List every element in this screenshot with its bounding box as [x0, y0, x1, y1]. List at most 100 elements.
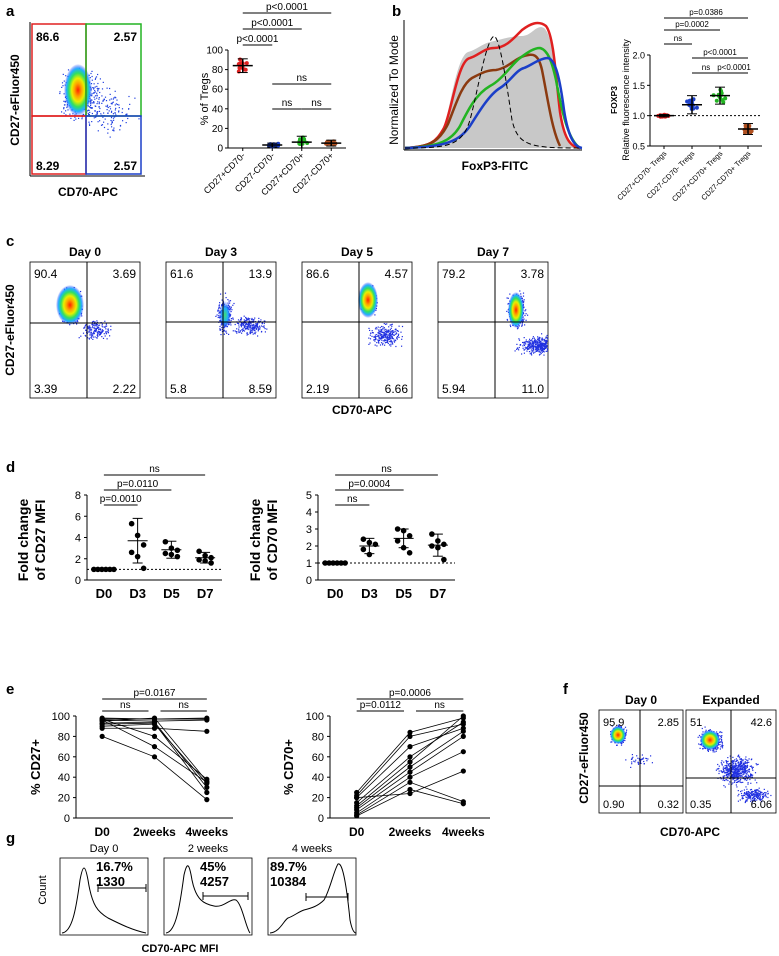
flow-event — [393, 340, 395, 342]
flow-event — [545, 337, 547, 339]
flow-event — [218, 312, 220, 314]
flow-event — [536, 341, 538, 343]
flow-event — [740, 772, 742, 774]
flow-event — [377, 339, 379, 341]
flow-event — [540, 347, 542, 349]
flow-event — [224, 292, 227, 294]
flow-event — [740, 781, 742, 784]
panel-a-flow: 86.6 2.57 8.29 2.57 CD70-APC CD27-eFluor… — [8, 22, 145, 199]
flow-event — [94, 90, 96, 92]
flow-event — [374, 336, 376, 338]
flow-event — [536, 340, 539, 342]
flow-event — [723, 775, 725, 777]
flow-event — [697, 736, 699, 738]
flow-event — [533, 345, 535, 347]
flow-event — [527, 347, 529, 349]
flow-event — [531, 339, 533, 341]
flow-event — [254, 317, 256, 319]
flow-event — [370, 332, 372, 334]
flow-event — [242, 329, 245, 331]
flow-event — [254, 333, 256, 335]
category-label: CD27-CD70- Tregs — [645, 149, 697, 201]
y-axis-label-2: of CD70 MFI — [264, 500, 280, 581]
y-axis-label: % of Tregs — [199, 72, 211, 125]
flow-event — [126, 113, 128, 115]
panel-label-f: f — [563, 681, 569, 698]
flow-event — [256, 327, 258, 329]
flow-event — [534, 342, 536, 344]
flow-event — [98, 87, 100, 90]
flow-event — [531, 344, 533, 346]
flow-event — [530, 353, 532, 355]
flow-event — [611, 741, 613, 743]
flow-event — [737, 770, 740, 772]
data-point — [429, 531, 435, 537]
flow-event — [741, 795, 743, 797]
flow-event — [223, 333, 225, 335]
flow-event — [118, 110, 120, 112]
flow-event — [374, 344, 376, 346]
y-tick-label: 1.0 — [632, 111, 645, 121]
data-point — [407, 764, 413, 770]
flow-event — [740, 763, 742, 765]
flow-event — [389, 334, 391, 336]
flow-event — [539, 345, 541, 347]
flow-event — [99, 91, 101, 94]
flow-event — [527, 341, 529, 343]
flow-event — [89, 328, 91, 330]
quadrant-ul: 79.2 — [442, 267, 466, 281]
flow-event — [739, 762, 741, 764]
flow-event — [387, 337, 389, 339]
data-point — [151, 721, 158, 727]
flow-event — [244, 320, 246, 322]
flow-plot-0: Day 090.4 3.693.39 2.22 — [29, 245, 141, 399]
flow-event — [63, 93, 65, 95]
flow-event — [738, 773, 741, 775]
gate-cd27neg-cd70pos — [85, 115, 142, 175]
flow-event — [88, 106, 91, 108]
flow-event — [63, 104, 66, 106]
flow-event — [530, 351, 532, 353]
flow-event — [740, 775, 742, 777]
flow-event — [752, 766, 754, 768]
flow-event — [70, 117, 72, 119]
flow-event — [741, 768, 743, 770]
flow-event — [387, 335, 389, 337]
flow-event — [747, 769, 749, 771]
flow-event — [87, 112, 89, 114]
flow-event — [99, 328, 101, 330]
flow-event — [119, 129, 121, 131]
flow-event — [238, 326, 240, 328]
data-point — [407, 759, 413, 765]
y-tick-label: 2.0 — [632, 51, 645, 61]
flow-event — [743, 778, 745, 780]
flow-event — [118, 107, 120, 109]
flow-event — [93, 102, 95, 104]
flow-event — [529, 342, 532, 344]
flow-event — [379, 331, 381, 333]
flow-event — [391, 333, 393, 336]
flow-event — [229, 302, 231, 304]
quadrant-lr: 11.0 — [522, 382, 545, 396]
density-core — [56, 285, 84, 325]
flow-event — [85, 329, 87, 331]
flow-event — [388, 344, 391, 346]
flow-event — [624, 739, 626, 742]
flow-event — [93, 87, 95, 89]
flow-event — [721, 745, 724, 747]
flow-event — [529, 347, 531, 349]
flow-event — [264, 331, 266, 333]
flow-event — [720, 735, 722, 737]
flow-event — [386, 336, 389, 338]
flow-event — [96, 85, 98, 87]
data-point — [354, 803, 360, 809]
flow-event — [110, 119, 112, 122]
flow-event — [378, 333, 380, 335]
flow-event — [91, 327, 93, 329]
flow-event — [91, 93, 93, 95]
flow-event — [738, 771, 740, 773]
flow-event — [91, 321, 94, 323]
y-tick-label: 60 — [58, 752, 70, 764]
flow-event — [731, 761, 733, 763]
